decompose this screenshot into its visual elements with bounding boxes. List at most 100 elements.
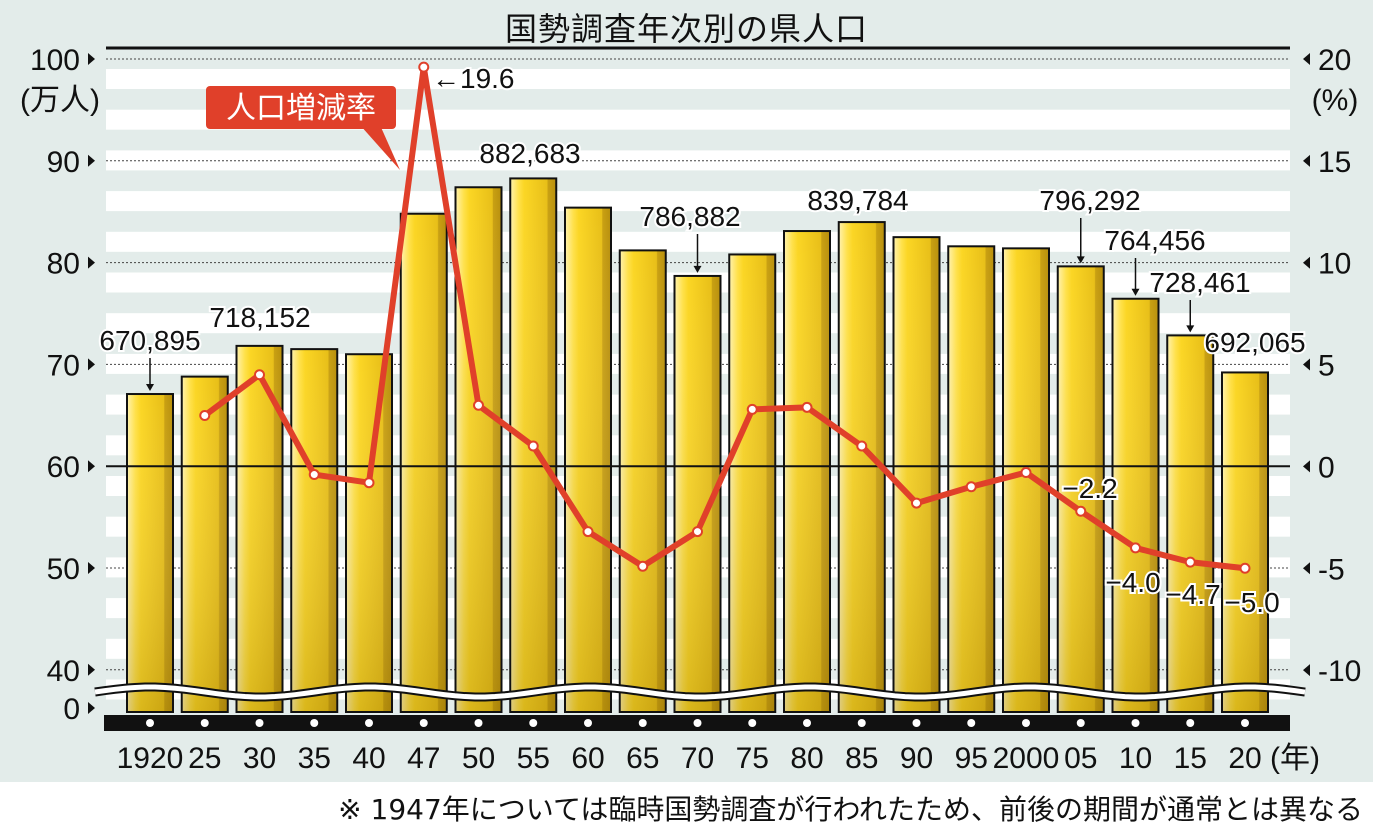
x-axis-dot <box>365 719 373 727</box>
rate-value-label: −4.0 <box>1105 567 1160 598</box>
x-axis-tick: 95 <box>955 742 988 775</box>
tick-arrow-icon <box>88 663 95 676</box>
growth-rate-line <box>202 64 1246 572</box>
left-axis-tick: 70 <box>47 349 80 382</box>
grid-stripe <box>106 69 1290 89</box>
rate-point <box>418 61 430 73</box>
x-axis-dot <box>584 719 592 727</box>
rate-point <box>473 399 484 411</box>
x-axis-dot <box>146 719 154 727</box>
tick-arrow-icon <box>1303 460 1310 473</box>
right-axis-tick: 20 <box>1318 44 1351 77</box>
right-axis-tick: 0 <box>1318 451 1335 484</box>
tick-arrow-icon <box>1303 256 1310 269</box>
arrow-head-icon <box>693 265 702 273</box>
x-axis-dot <box>310 719 319 727</box>
left-axis-tick: 0 <box>63 693 80 726</box>
x-axis-tick: 2000 <box>993 742 1060 775</box>
rate-value-label: −5.0 <box>1224 587 1279 618</box>
x-axis-dot <box>1186 719 1195 727</box>
x-axis-tick: 25 <box>188 742 221 775</box>
tick-arrow-icon <box>88 702 95 714</box>
bar-value-label: 764,456 <box>1104 225 1205 256</box>
rate-value-label: −4.7 <box>1165 579 1220 610</box>
x-axis-unit: (年) <box>1270 742 1320 775</box>
bar-shade <box>894 238 939 711</box>
arrow-head-icon <box>1186 325 1195 333</box>
x-axis-tick: 80 <box>790 742 823 775</box>
rate-point <box>1239 562 1251 574</box>
x-axis-dot <box>748 719 757 727</box>
bar-shade <box>182 377 227 711</box>
bar-shade <box>1223 373 1267 711</box>
rate-point <box>746 403 758 415</box>
x-axis-dot <box>693 719 702 727</box>
rate-point <box>965 481 977 493</box>
tick-arrow-icon <box>1303 562 1310 575</box>
right-axis-tick: -10 <box>1318 655 1361 688</box>
tick-arrow-icon <box>1303 664 1310 677</box>
x-axis-dot <box>1022 719 1030 727</box>
tick-arrow-icon <box>88 53 95 65</box>
bar-value-label: 839,784 <box>807 185 908 216</box>
chart-svg: 1009080706050400(万人)20151050-5-10(%)1920… <box>20 44 1361 775</box>
bar-shade <box>1058 267 1103 711</box>
right-axis-tick: 15 <box>1318 146 1351 179</box>
x-axis-dot <box>638 719 647 727</box>
left-axis-tick: 100 <box>30 44 80 77</box>
bar-shade <box>401 214 446 711</box>
tick-arrow-icon <box>1303 358 1310 371</box>
bar-shade <box>949 247 994 711</box>
x-axis-dot <box>967 719 976 727</box>
right-axis-tick: -5 <box>1318 553 1345 586</box>
x-axis-tick: 10 <box>1119 742 1152 775</box>
right-axis-unit: (%) <box>1312 84 1359 117</box>
x-axis-dot <box>419 719 428 727</box>
left-axis-tick: 80 <box>47 248 80 281</box>
x-axis-tick: 30 <box>243 742 276 775</box>
bar-value-label: 882,683 <box>479 138 580 169</box>
callout-label: 人口増減率 <box>226 91 376 126</box>
bar-shade <box>785 232 829 712</box>
x-axis-dot <box>255 719 264 727</box>
tick-arrow-icon <box>88 358 95 371</box>
x-axis-tick: 05 <box>1064 742 1097 775</box>
callout-pointer <box>360 125 400 170</box>
x-axis-tick: 15 <box>1174 742 1207 775</box>
tick-arrow-icon <box>1303 154 1310 167</box>
rate-point <box>692 526 703 538</box>
x-axis-dot <box>529 719 538 727</box>
tick-arrow-icon <box>88 256 95 269</box>
rate-point <box>199 409 211 421</box>
rate-value-label: −2.2 <box>1062 473 1117 504</box>
x-axis-tick: 70 <box>681 742 714 775</box>
left-axis-tick: 60 <box>47 451 80 484</box>
tick-arrow-icon <box>88 562 95 574</box>
x-axis-tick: 75 <box>736 742 769 775</box>
rate-point <box>1184 556 1196 568</box>
bar-shade <box>1113 299 1158 711</box>
left-axis-unit: (万人) <box>20 84 100 117</box>
bar-shade <box>566 208 610 712</box>
rate-point <box>801 401 813 413</box>
rate-point <box>308 469 320 481</box>
bar-shade <box>347 355 391 711</box>
rate-point <box>582 526 594 538</box>
callout-box <box>206 86 396 129</box>
x-axis-tick: 1920 <box>117 742 184 775</box>
rate-point <box>254 369 265 381</box>
rate-point <box>527 440 539 452</box>
x-axis-tick: 47 <box>407 742 440 775</box>
x-axis-dot <box>857 719 866 727</box>
x-axis-tick: 35 <box>298 742 331 775</box>
bar-shade <box>456 188 501 711</box>
x-axis-tick: 55 <box>517 742 550 775</box>
bar-value-label: 718,152 <box>209 302 310 333</box>
right-axis-tick: 10 <box>1318 248 1351 281</box>
bar-value-label: 728,461 <box>1149 267 1250 298</box>
x-axis-dot <box>1076 719 1085 727</box>
right-axis-tick: 5 <box>1318 350 1335 383</box>
axis-break-wave <box>94 684 1306 700</box>
footnote: ※ 1947年については臨時国勢調査が行われたため、前後の期間が通常とは異なる <box>338 793 1363 826</box>
rate-point <box>1020 467 1032 479</box>
